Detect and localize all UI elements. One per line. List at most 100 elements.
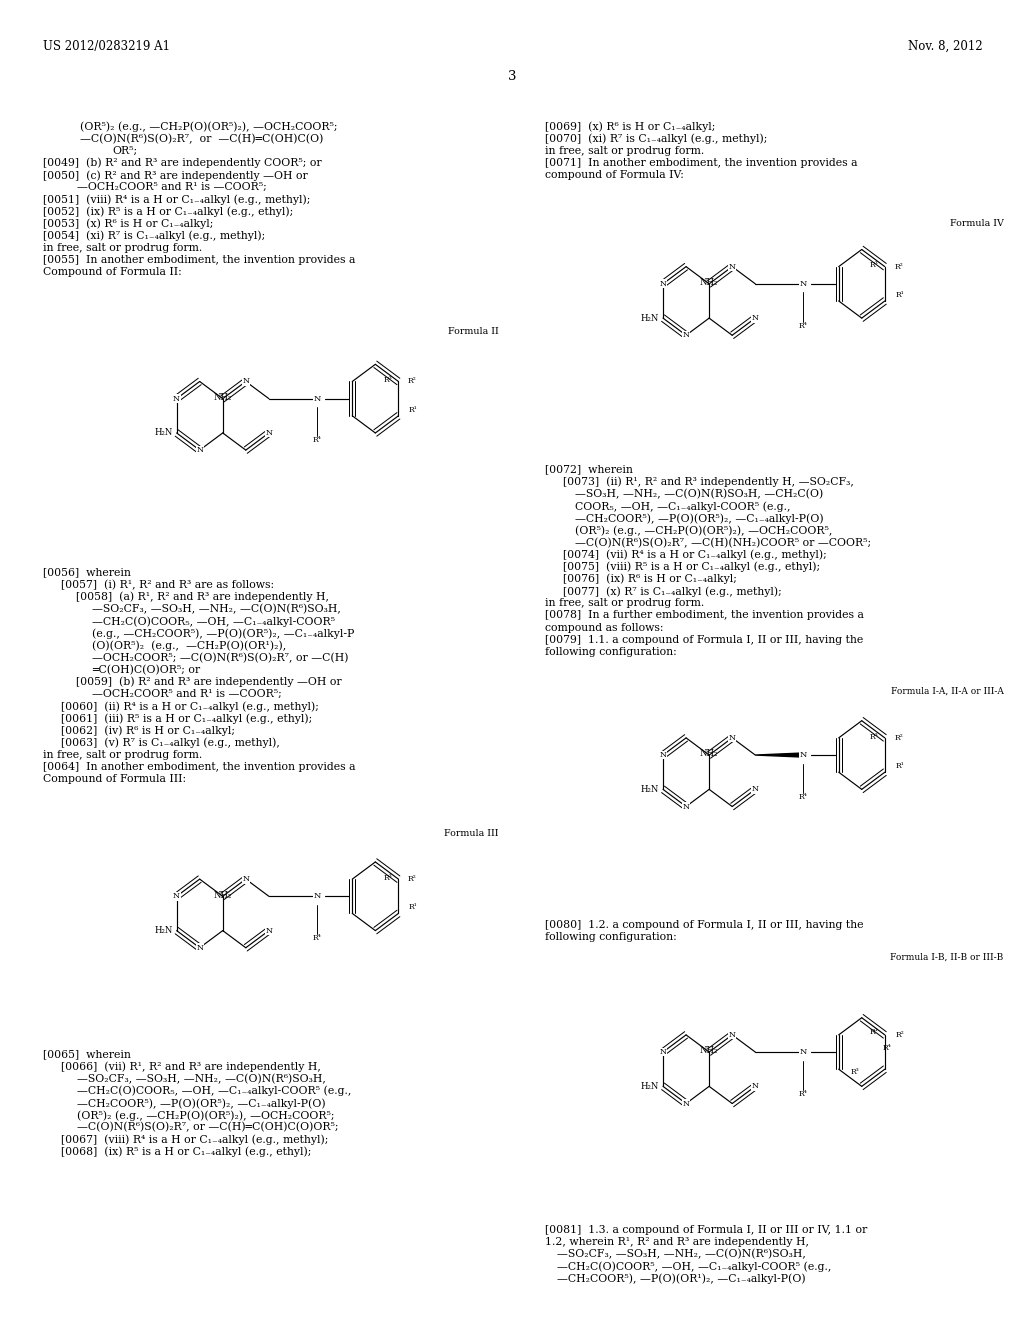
Text: [0066]  (vii) R¹, R² and R³ are independently H,: [0066] (vii) R¹, R² and R³ are independe… xyxy=(61,1061,322,1072)
Text: [0065]  wherein: [0065] wherein xyxy=(43,1049,131,1060)
Text: R⁴: R⁴ xyxy=(799,793,808,801)
Text: [0081]  1.3. a compound of Formula I, II or III or IV, 1.1 or: [0081] 1.3. a compound of Formula I, II … xyxy=(545,1225,867,1236)
Text: (OR⁵)₂ (e.g., —CH₂P(O)(OR⁵)₂), —OCH₂COOR⁵,: (OR⁵)₂ (e.g., —CH₂P(O)(OR⁵)₂), —OCH₂COOR… xyxy=(575,525,833,536)
Text: NH₂: NH₂ xyxy=(214,891,231,900)
Text: OR⁵;: OR⁵; xyxy=(113,145,138,156)
Text: compound as follows:: compound as follows: xyxy=(545,623,664,632)
Text: R²: R² xyxy=(408,378,417,385)
Text: [0069]  (x) R⁶ is H or C₁₋₄alkyl;: [0069] (x) R⁶ is H or C₁₋₄alkyl; xyxy=(545,121,715,132)
Text: H₂N: H₂N xyxy=(155,429,173,437)
Text: N: N xyxy=(197,446,203,454)
Text: N: N xyxy=(243,875,249,883)
Text: R⁴: R⁴ xyxy=(799,322,808,330)
Text: [0071]  In another embodiment, the invention provides a: [0071] In another embodiment, the invent… xyxy=(545,158,857,168)
Text: compound of Formula IV:: compound of Formula IV: xyxy=(545,170,684,180)
Text: NH₂: NH₂ xyxy=(214,393,231,403)
Text: [0051]  (viii) R⁴ is a H or C₁₋₄alkyl (e.g., methyl);: [0051] (viii) R⁴ is a H or C₁₋₄alkyl (e.… xyxy=(43,194,310,205)
Text: N: N xyxy=(752,1082,759,1090)
Text: —OCH₂COOR⁵ and R¹ is —COOR⁵;: —OCH₂COOR⁵ and R¹ is —COOR⁵; xyxy=(92,689,282,700)
Text: [0054]  (xi) R⁷ is C₁₋₄alkyl (e.g., methyl);: [0054] (xi) R⁷ is C₁₋₄alkyl (e.g., methy… xyxy=(43,231,265,242)
Text: R¹: R¹ xyxy=(895,290,904,298)
Text: NH₂: NH₂ xyxy=(700,1047,718,1056)
Text: H₂N: H₂N xyxy=(641,1082,659,1090)
Text: R¹: R¹ xyxy=(869,1028,879,1036)
Text: R⁴: R⁴ xyxy=(883,1044,892,1052)
Text: [0080]  1.2. a compound of Formula I, II or III, having the: [0080] 1.2. a compound of Formula I, II … xyxy=(545,920,863,931)
Text: Formula III: Formula III xyxy=(444,829,499,838)
Text: R³: R³ xyxy=(869,261,879,269)
Text: —CH₂COOR⁵), —P(O)(OR⁵)₂, —C₁₋₄alkyl-P(O): —CH₂COOR⁵), —P(O)(OR⁵)₂, —C₁₋₄alkyl-P(O) xyxy=(575,513,824,524)
Text: [0064]  In another embodiment, the invention provides a: [0064] In another embodiment, the invent… xyxy=(43,762,355,772)
Text: —OCH₂COOR⁵; —C(O)N(R⁶)S(O)₂R⁷, or —C(H): —OCH₂COOR⁵; —C(O)N(R⁶)S(O)₂R⁷, or —C(H) xyxy=(92,652,348,663)
Text: following configuration:: following configuration: xyxy=(545,647,677,657)
Text: COOR₅, —OH, —C₁₋₄alkyl-COOR⁵ (e.g.,: COOR₅, —OH, —C₁₋₄alkyl-COOR⁵ (e.g., xyxy=(575,502,791,512)
Text: in free, salt or prodrug form.: in free, salt or prodrug form. xyxy=(43,243,203,253)
Polygon shape xyxy=(756,752,803,758)
Text: N: N xyxy=(752,785,759,793)
Text: N: N xyxy=(683,1100,689,1107)
Text: N: N xyxy=(173,892,180,900)
Text: N: N xyxy=(313,395,321,403)
Text: N: N xyxy=(800,280,807,288)
Text: Formula I-A, II-A or III-A: Formula I-A, II-A or III-A xyxy=(891,686,1004,696)
Text: H₂N: H₂N xyxy=(641,785,659,793)
Text: R²: R² xyxy=(895,1031,904,1039)
Text: N: N xyxy=(729,263,735,271)
Text: [0062]  (iv) R⁶ is H or C₁₋₄alkyl;: [0062] (iv) R⁶ is H or C₁₋₄alkyl; xyxy=(61,726,236,737)
Text: (OR⁵)₂ (e.g., —CH₂P(O)(OR⁵)₂), —OCH₂COOR⁵;: (OR⁵)₂ (e.g., —CH₂P(O)(OR⁵)₂), —OCH₂COOR… xyxy=(77,1110,334,1121)
Text: N: N xyxy=(265,429,272,437)
Text: N: N xyxy=(729,1031,735,1039)
Text: 3: 3 xyxy=(508,70,516,83)
Text: [0057]  (i) R¹, R² and R³ are as follows:: [0057] (i) R¹, R² and R³ are as follows: xyxy=(61,579,274,590)
Text: [0075]  (viii) R⁵ is a H or C₁₋₄alkyl (e.g., ethyl);: [0075] (viii) R⁵ is a H or C₁₋₄alkyl (e.… xyxy=(563,562,820,573)
Text: R³: R³ xyxy=(383,376,392,384)
Text: R⁴: R⁴ xyxy=(799,1090,808,1098)
Text: [0063]  (v) R⁷ is C₁₋₄alkyl (e.g., methyl),: [0063] (v) R⁷ is C₁₋₄alkyl (e.g., methyl… xyxy=(61,738,281,748)
Text: —C(O)N(R⁶)S(O)₂R⁷, or —C(H)═C(OH)C(O)OR⁵;: —C(O)N(R⁶)S(O)₂R⁷, or —C(H)═C(OH)C(O)OR⁵… xyxy=(77,1122,338,1133)
Text: N: N xyxy=(752,314,759,322)
Text: N: N xyxy=(659,280,667,288)
Text: R²: R² xyxy=(894,263,903,271)
Text: H₂N: H₂N xyxy=(155,927,173,935)
Text: N: N xyxy=(729,734,735,742)
Text: [0070]  (xi) R⁷ is C₁₋₄alkyl (e.g., methyl);: [0070] (xi) R⁷ is C₁₋₄alkyl (e.g., methy… xyxy=(545,133,767,144)
Text: [0073]  (ii) R¹, R² and R³ independently H, —SO₂CF₃,: [0073] (ii) R¹, R² and R³ independently … xyxy=(563,477,854,487)
Text: N: N xyxy=(659,751,667,759)
Text: —C(O)N(R⁶)S(O)₂R⁷, —C(H)(NH₂)COOR⁵ or —COOR⁵;: —C(O)N(R⁶)S(O)₂R⁷, —C(H)(NH₂)COOR⁵ or —C… xyxy=(575,537,871,548)
Text: [0049]  (b) R² and R³ are independently COOR⁵; or: [0049] (b) R² and R³ are independently C… xyxy=(43,158,322,169)
Text: R¹: R¹ xyxy=(409,903,418,911)
Text: [0067]  (viii) R⁴ is a H or C₁₋₄alkyl (e.g., methyl);: [0067] (viii) R⁴ is a H or C₁₋₄alkyl (e.… xyxy=(61,1134,329,1144)
Text: N: N xyxy=(800,1048,807,1056)
Text: [0074]  (vii) R⁴ is a H or C₁₋₄alkyl (e.g., methyl);: [0074] (vii) R⁴ is a H or C₁₋₄alkyl (e.g… xyxy=(563,549,827,560)
Text: R⁴: R⁴ xyxy=(312,935,322,942)
Text: R³: R³ xyxy=(850,1068,859,1076)
Text: —CH₂COOR⁵), —P(O)(OR¹)₂, —C₁₋₄alkyl-P(O): —CH₂COOR⁵), —P(O)(OR¹)₂, —C₁₋₄alkyl-P(O) xyxy=(557,1274,806,1284)
Text: [0077]  (x) R⁷ is C₁₋₄alkyl (e.g., methyl);: [0077] (x) R⁷ is C₁₋₄alkyl (e.g., methyl… xyxy=(563,586,782,597)
Text: in free, salt or prodrug form.: in free, salt or prodrug form. xyxy=(43,750,203,760)
Text: R²: R² xyxy=(408,875,417,883)
Text: [0076]  (ix) R⁶ is H or C₁₋₄alkyl;: [0076] (ix) R⁶ is H or C₁₋₄alkyl; xyxy=(563,574,737,585)
Text: NH₂: NH₂ xyxy=(700,750,718,759)
Text: [0061]  (iii) R⁵ is a H or C₁₋₄alkyl (e.g., ethyl);: [0061] (iii) R⁵ is a H or C₁₋₄alkyl (e.g… xyxy=(61,713,312,723)
Text: —CH₂C(O)COOR₅, —OH, —C₁₋₄alkyl-COOR⁵: —CH₂C(O)COOR₅, —OH, —C₁₋₄alkyl-COOR⁵ xyxy=(92,616,335,627)
Text: 1.2, wherein R¹, R² and R³ are independently H,: 1.2, wherein R¹, R² and R³ are independe… xyxy=(545,1237,809,1247)
Text: ═C(OH)C(O)OR⁵; or: ═C(OH)C(O)OR⁵; or xyxy=(92,665,201,675)
Text: [0053]  (x) R⁶ is H or C₁₋₄alkyl;: [0053] (x) R⁶ is H or C₁₋₄alkyl; xyxy=(43,219,213,230)
Text: N: N xyxy=(313,892,321,900)
Text: (OR⁵)₂ (e.g., —CH₂P(O)(OR⁵)₂), —OCH₂COOR⁵;: (OR⁵)₂ (e.g., —CH₂P(O)(OR⁵)₂), —OCH₂COOR… xyxy=(80,121,337,132)
Text: [0055]  In another embodiment, the invention provides a: [0055] In another embodiment, the invent… xyxy=(43,255,355,265)
Text: —SO₃H, —NH₂, —C(O)N(R)SO₃H, —CH₂C(O): —SO₃H, —NH₂, —C(O)N(R)SO₃H, —CH₂C(O) xyxy=(575,488,823,499)
Text: —SO₂CF₃, —SO₃H, —NH₂, —C(O)N(R⁶)SO₃H,: —SO₂CF₃, —SO₃H, —NH₂, —C(O)N(R⁶)SO₃H, xyxy=(77,1073,326,1084)
Text: [0072]  wherein: [0072] wherein xyxy=(545,465,633,475)
Text: R²: R² xyxy=(894,734,903,742)
Text: [0056]  wherein: [0056] wherein xyxy=(43,568,131,578)
Text: NH₂: NH₂ xyxy=(700,279,718,288)
Text: N: N xyxy=(197,944,203,952)
Text: (e.g., —CH₂COOR⁵), —P(O)(OR⁵)₂, —C₁₋₄alkyl-P: (e.g., —CH₂COOR⁵), —P(O)(OR⁵)₂, —C₁₋₄alk… xyxy=(92,628,354,639)
Text: [0050]  (c) R² and R³ are independently —OH or: [0050] (c) R² and R³ are independently —… xyxy=(43,170,308,181)
Text: Formula I-B, II-B or III-B: Formula I-B, II-B or III-B xyxy=(890,953,1004,962)
Text: [0068]  (ix) R⁵ is a H or C₁₋₄alkyl (e.g., ethyl);: [0068] (ix) R⁵ is a H or C₁₋₄alkyl (e.g.… xyxy=(61,1147,312,1158)
Text: Compound of Formula III:: Compound of Formula III: xyxy=(43,774,186,784)
Text: N: N xyxy=(683,803,689,810)
Text: R³: R³ xyxy=(869,733,879,741)
